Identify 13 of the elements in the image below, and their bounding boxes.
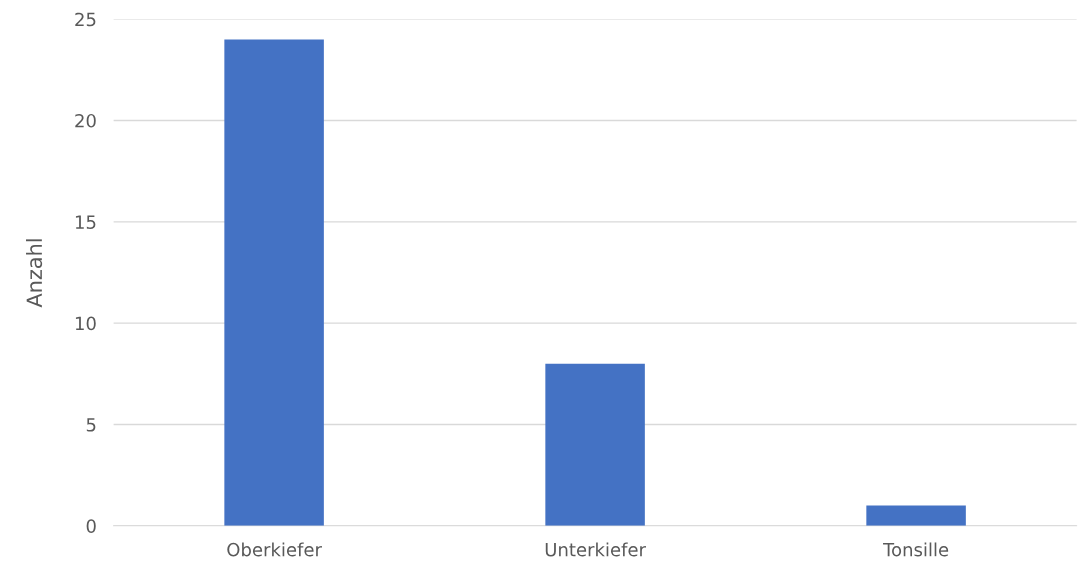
y-tick-label: 20 — [75, 113, 96, 128]
y-tick-label: 0 — [86, 519, 96, 533]
x-tick-label: Unterkiefer — [545, 542, 646, 557]
bar — [224, 39, 324, 526]
x-tick-label: Tonsille — [883, 542, 949, 557]
y-tick-label: 15 — [75, 215, 96, 229]
x-tick-label: Oberkiefer — [227, 542, 322, 557]
bar — [866, 505, 966, 526]
y-tick-label: 5 — [86, 418, 96, 432]
y-tick-label: 25 — [75, 12, 96, 27]
bar — [545, 363, 645, 526]
y-axis-title: Anzahl — [26, 239, 43, 308]
y-tick-label: 10 — [75, 316, 96, 331]
